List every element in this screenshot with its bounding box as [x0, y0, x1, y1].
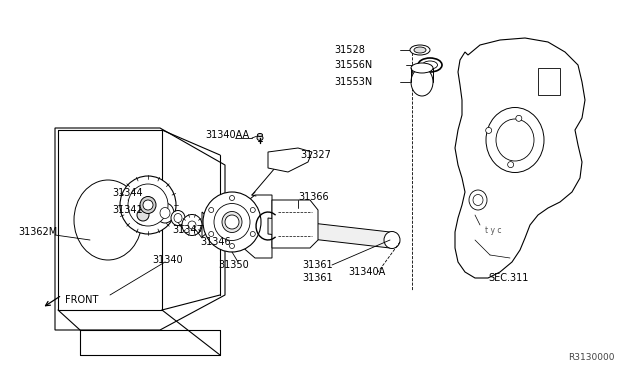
Ellipse shape: [410, 45, 430, 55]
Ellipse shape: [411, 63, 433, 73]
Polygon shape: [268, 218, 390, 248]
Polygon shape: [55, 128, 225, 330]
Ellipse shape: [422, 61, 438, 69]
Text: 31361: 31361: [302, 260, 333, 270]
Ellipse shape: [171, 211, 185, 225]
Ellipse shape: [496, 119, 534, 161]
Ellipse shape: [384, 231, 400, 248]
Ellipse shape: [414, 47, 426, 53]
Ellipse shape: [469, 190, 487, 210]
Circle shape: [209, 208, 214, 212]
Text: 31528: 31528: [334, 45, 365, 55]
Ellipse shape: [203, 192, 261, 252]
Circle shape: [516, 115, 522, 121]
Ellipse shape: [156, 203, 174, 223]
Polygon shape: [272, 200, 318, 248]
Text: 31361: 31361: [302, 273, 333, 283]
Ellipse shape: [160, 208, 170, 218]
Circle shape: [486, 128, 492, 134]
Ellipse shape: [120, 176, 176, 234]
Ellipse shape: [182, 215, 202, 235]
Text: t y c: t y c: [485, 225, 502, 234]
Text: 31327: 31327: [300, 150, 331, 160]
Circle shape: [508, 161, 514, 168]
Text: 31553N: 31553N: [334, 77, 372, 87]
Circle shape: [188, 221, 196, 229]
Polygon shape: [202, 195, 272, 258]
Text: 31340A: 31340A: [348, 267, 385, 277]
Circle shape: [230, 196, 234, 201]
Ellipse shape: [418, 58, 442, 72]
Text: 31347: 31347: [172, 225, 203, 235]
Text: R3130000: R3130000: [568, 353, 615, 362]
Polygon shape: [538, 68, 560, 95]
Circle shape: [137, 209, 149, 221]
Circle shape: [230, 244, 234, 248]
Ellipse shape: [257, 134, 262, 137]
Text: 31362M: 31362M: [18, 227, 57, 237]
Ellipse shape: [140, 196, 156, 214]
Text: 31340: 31340: [152, 255, 182, 265]
Ellipse shape: [473, 195, 483, 205]
Text: 31346: 31346: [200, 237, 230, 247]
Circle shape: [209, 231, 214, 237]
Text: 31341: 31341: [112, 205, 143, 215]
Ellipse shape: [411, 68, 433, 96]
Ellipse shape: [74, 180, 142, 260]
Text: FRONT: FRONT: [65, 295, 99, 305]
Text: 31344: 31344: [112, 188, 143, 198]
Circle shape: [250, 231, 255, 237]
Ellipse shape: [128, 184, 168, 226]
Circle shape: [250, 208, 255, 212]
Ellipse shape: [134, 205, 152, 225]
Text: 31340AA: 31340AA: [205, 130, 249, 140]
Ellipse shape: [486, 108, 544, 173]
Text: SEC.311: SEC.311: [488, 273, 529, 283]
Polygon shape: [268, 148, 312, 172]
Text: 31366: 31366: [298, 192, 328, 202]
Ellipse shape: [214, 203, 250, 241]
Circle shape: [225, 215, 239, 229]
Ellipse shape: [257, 135, 263, 141]
Text: 31556N: 31556N: [334, 60, 372, 70]
Polygon shape: [455, 38, 585, 278]
Ellipse shape: [174, 214, 182, 222]
Circle shape: [143, 200, 153, 210]
Text: 31350: 31350: [218, 260, 249, 270]
Ellipse shape: [222, 212, 242, 232]
